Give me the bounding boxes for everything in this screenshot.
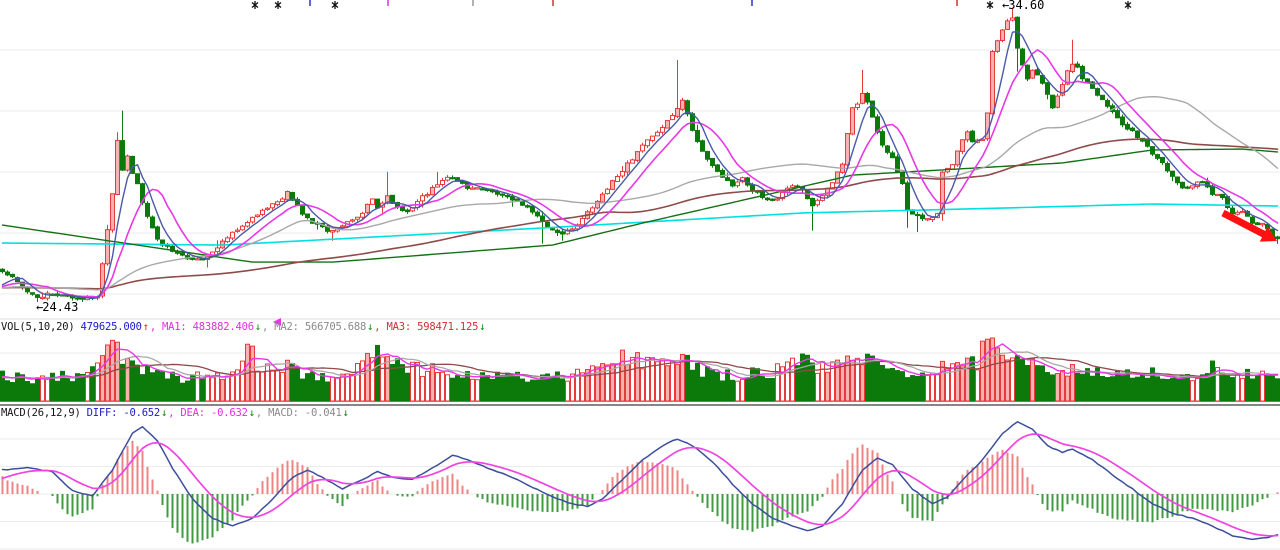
- marker-layer: [251, 0, 1132, 326]
- macd-indicator-row: MACD(26,12,9) DIFF: -0.652↓, DEA: -0.632↓…: [1, 406, 350, 420]
- macd-macd-value: -0.041: [298, 407, 342, 419]
- vol-ma2-label: , MA2:: [262, 321, 299, 333]
- volume-indicator-row: VOL(5,10,20) 479625.000↑, MA1: 483882.406…: [1, 320, 486, 334]
- low-price-annotation: ←24.43: [36, 301, 78, 314]
- left-arrow-icon: ←: [36, 300, 43, 314]
- vol-ma1-value: 483882.406: [186, 321, 254, 333]
- magenta-triangle-marker: [273, 318, 281, 326]
- vol-ma1-label: , MA1:: [149, 321, 187, 333]
- macd-layer: [1, 421, 1279, 544]
- high-price-value: 34.60: [1008, 0, 1045, 12]
- vol-current-value: 479625.000: [80, 321, 142, 333]
- low-price-value: 24.43: [42, 300, 79, 314]
- macd-dea-down-arrow-icon: ↓: [248, 407, 255, 419]
- ma-layer: [1, 30, 1279, 299]
- vol-ma3-value: 598471.125: [410, 321, 479, 333]
- vol-ma2-down-arrow-icon: ↓: [367, 321, 374, 333]
- macd-macd-down-arrow-icon: ↓: [342, 407, 349, 419]
- macd-indicator-label: MACD(26,12,9): [1, 407, 81, 419]
- macd-diff-down-arrow-icon: ↓: [161, 407, 168, 419]
- vol-ma3-down-arrow-icon: ↓: [479, 321, 486, 333]
- vol-up-arrow-icon: ↑: [142, 321, 149, 333]
- vol-indicator-label: VOL(5,10,20): [1, 321, 75, 333]
- macd-macd-label: , MACD:: [255, 407, 299, 419]
- vol-ma1-down-arrow-icon: ↓: [254, 321, 262, 333]
- high-price-annotation: ←34.60: [1002, 0, 1044, 12]
- macd-dea-label: , DEA:: [168, 407, 205, 419]
- macd-diff-label: DIFF:: [86, 407, 118, 419]
- vol-ma3-label: , MA3:: [374, 321, 411, 333]
- left-arrow-icon: ←: [1002, 0, 1009, 12]
- vol-ma2-value: 566705.688: [298, 321, 367, 333]
- macd-dea-value: -0.632: [204, 407, 248, 419]
- downtrend-arrow: [1221, 209, 1277, 242]
- macd-diff-value: -0.652: [117, 407, 161, 419]
- volume-layer: [0, 337, 1280, 402]
